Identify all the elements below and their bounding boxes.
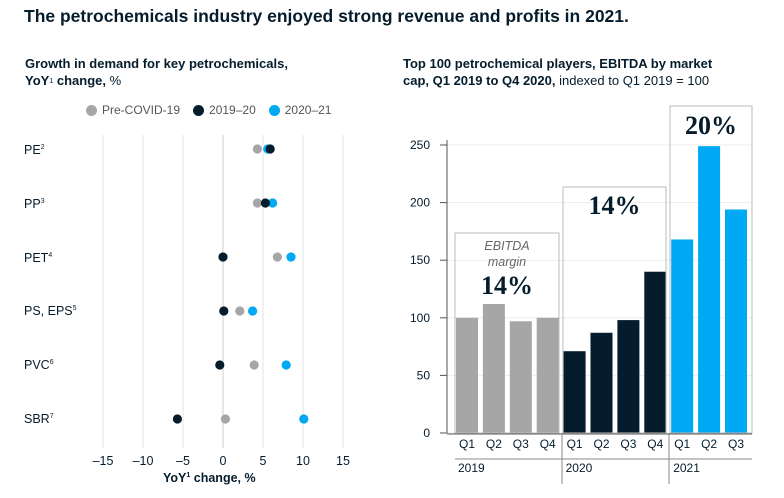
dot-2020-21 [286,252,296,262]
dot-2019-20 [219,306,229,316]
bar-2019-q3 [509,321,532,433]
demand-title-line2: YoY1 change, % [25,72,288,89]
headline: The petrochemicals industry enjoyed stro… [24,6,629,26]
dot-pre-covid [252,198,262,208]
legend-swatch-2019-20 [193,104,205,116]
ebitda-title-line1: Top 100 petrochemical players, EBITDA by… [403,56,713,71]
dot-pre-covid [249,360,259,370]
x-tick-label-quarter: Q2 [701,437,717,451]
category-label-pet: PET4 [24,251,53,265]
y-tick-label: 0 [423,426,430,440]
x-tick-label: –15 [93,454,114,468]
bar-2021-q1 [671,239,694,433]
dot-2019-20 [172,414,182,424]
legend-label-2020-21: 2020–21 [284,103,332,117]
ebitda-title-line2: cap, Q1 2019 to Q4 2020, indexed to Q1 2… [403,72,712,89]
dot-pre-covid [272,252,282,262]
x-tick-label-quarter: Q2 [593,437,609,451]
dot-pre-covid [235,306,245,316]
dot-2019-20 [215,360,225,370]
dot-2020-21 [281,360,291,370]
demand-title-line1: Growth in demand for key petrochemicals, [25,56,288,71]
margin-box-2019 [454,232,560,434]
x-tick-label-quarter: Q1 [567,437,583,451]
bar-2021-q3 [725,209,747,433]
margin-box-2020 [562,186,667,434]
dot-2019-20 [260,198,270,208]
bar-2019-q4 [536,317,559,433]
x-tick-label: –5 [176,454,190,468]
x-tick-label: 5 [260,454,267,468]
margin-value-2019: 14% [481,271,533,300]
year-label-2021: 2021 [673,461,700,475]
x-tick-label-quarter: Q3 [728,437,744,451]
demand-legend: Pre-COVID-19 2019–20 2020–21 [86,103,344,117]
year-label-2019: 2019 [458,461,485,475]
dot-2020-21 [299,414,309,424]
dot-2020-21 [268,198,278,208]
legend-label-pre-covid: Pre-COVID-19 [102,103,181,117]
dot-2019-20 [265,144,275,154]
y-tick-label: 200 [410,196,430,210]
demand-title-sup: 1 [49,78,54,85]
legend-swatch-pre-covid [86,104,97,116]
x-tick-label-quarter: Q3 [513,437,529,451]
ebitda-title-bold: cap, Q1 2019 to Q4 2020, [403,73,556,88]
demand-title-change: change, [53,73,106,88]
bar-2020-q4 [644,271,667,433]
y-tick-label: 250 [410,138,430,152]
y-tick-label: 100 [410,311,430,325]
x-tick-label: 0 [220,454,227,468]
margin-label-line2: margin [488,255,526,269]
x-tick-label-quarter: Q4 [647,437,663,451]
legend-item-2019-20: 2019–20 [193,103,256,117]
legend-swatch-2020-21 [268,104,280,116]
y-tick-label: 50 [417,368,431,382]
margin-value-2020: 14% [589,191,641,220]
legend-item-2020-21: 2020–21 [268,103,332,117]
x-tick-label-quarter: Q1 [674,437,690,451]
margin-box-2021 [669,105,753,434]
dot-2020-21 [248,306,258,316]
category-label-pe: PE2 [24,143,45,157]
demand-chart-title: Growth in demand for key petrochemicals,… [25,55,288,89]
demand-title-unit: % [105,73,122,88]
x-tick-label: 10 [296,454,310,468]
x-tick-label: 15 [336,454,350,468]
bar-2020-q1 [563,351,586,433]
margin-value-2021: 20% [685,111,737,140]
x-tick-label-quarter: Q2 [486,437,502,451]
x-tick-label-quarter: Q1 [459,437,475,451]
category-label-ps-eps: PS, EPS5 [24,304,77,318]
bar-2021-q2 [698,146,721,434]
x-tick-label-quarter: Q4 [540,437,556,451]
year-label-2020: 2020 [566,461,593,475]
demand-title-yoy: YoY [25,73,50,88]
ebitda-title-rest: indexed to Q1 2019 = 100 [555,73,710,88]
dot-pre-covid [220,414,230,424]
category-label-pvc: PVC6 [24,358,54,372]
bar-2020-q3 [617,320,640,433]
dot-pre-covid [252,144,262,154]
bar-2020-q2 [590,332,613,433]
x-tick-label: –10 [133,454,154,468]
ebitda-chart-title: Top 100 petrochemical players, EBITDA by… [403,55,712,89]
x-tick-label-quarter: Q3 [620,437,636,451]
category-label-pp: PP3 [24,197,45,211]
legend-item-pre-covid: Pre-COVID-19 [86,103,180,117]
bar-2019-q2 [482,303,505,433]
y-tick-label: 150 [410,253,430,267]
demand-x-axis-title: YoY1 change, % [163,471,256,485]
bar-2019-q1 [456,317,478,433]
dot-2019-20 [218,252,228,262]
margin-label-line1: EBITDA [484,239,529,253]
legend-label-2019-20: 2019–20 [209,103,256,117]
category-label-sbr: SBR7 [24,412,54,426]
